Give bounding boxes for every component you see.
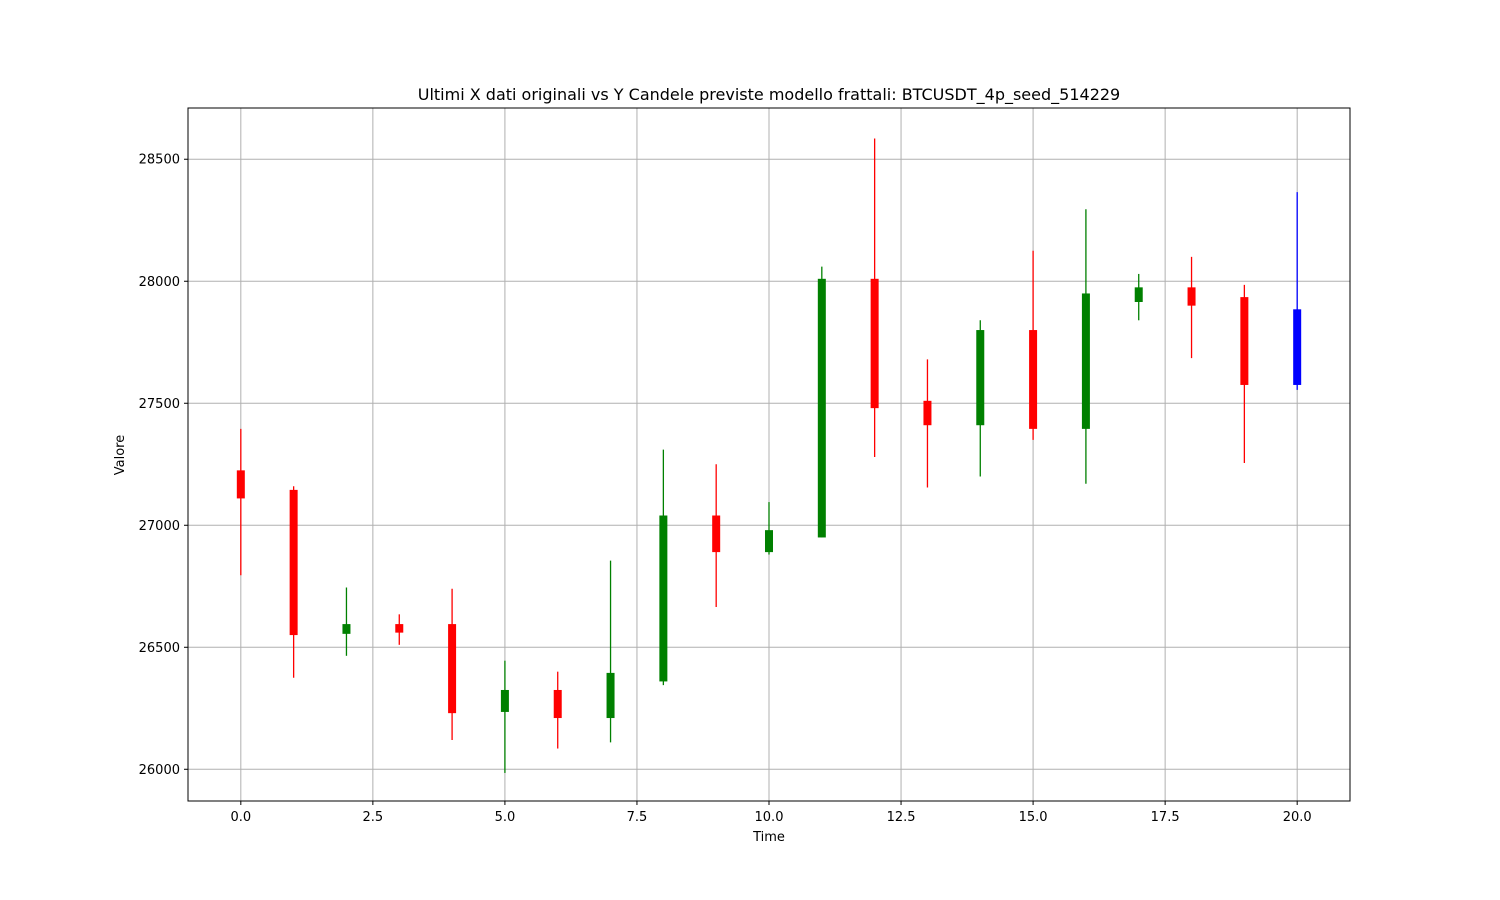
y-tick-label: 26000 (139, 763, 180, 778)
x-tick-label: 5.0 (495, 810, 516, 825)
candle-body (500, 689, 509, 712)
x-tick-label: 15.0 (1019, 810, 1048, 825)
x-axis-label: Time (752, 830, 785, 845)
candle-body (342, 624, 351, 634)
candles (236, 138, 1302, 773)
candle-body (395, 624, 404, 633)
candle-body (1081, 293, 1090, 429)
candle-body (923, 400, 932, 426)
y-tick-label: 26500 (139, 641, 180, 656)
candle-body (236, 470, 245, 499)
y-tick-label: 27500 (139, 397, 180, 412)
y-tick-label: 27000 (139, 519, 180, 534)
candle-body (1029, 330, 1038, 429)
candle-body (1187, 287, 1196, 306)
y-tick-label: 28000 (139, 275, 180, 290)
candle-body (1293, 309, 1302, 385)
candle-body (1134, 287, 1143, 302)
y-axis-ticks: 26000 26500 27000 27500 28000 28500 (139, 153, 188, 778)
x-tick-label: 20.0 (1283, 810, 1312, 825)
candle-body (606, 672, 615, 719)
x-tick-label: 17.5 (1151, 810, 1180, 825)
y-tick-label: 28500 (139, 153, 180, 168)
y-axis-label: Valore (113, 435, 128, 475)
candle-body (659, 515, 668, 682)
candle-body (870, 278, 879, 409)
candle-body (448, 624, 457, 714)
candle-body (712, 515, 721, 553)
candle-body (817, 278, 826, 538)
chart-title: Ultimi X dati originali vs Y Candele pre… (418, 85, 1120, 105)
candle-body (976, 330, 985, 426)
grid (188, 108, 1350, 801)
x-tick-label: 7.5 (627, 810, 648, 825)
x-tick-label: 0.0 (230, 810, 251, 825)
candle-body (289, 489, 298, 636)
candle-body (765, 530, 773, 553)
x-axis-ticks: 0.0 2.5 5.0 7.5 10.0 12.5 15.0 17.5 20.0 (230, 801, 1312, 825)
candle-body (553, 689, 562, 719)
candle-body (1240, 297, 1249, 385)
x-tick-label: 12.5 (887, 810, 916, 825)
x-tick-label: 10.0 (755, 810, 784, 825)
x-tick-label: 2.5 (363, 810, 384, 825)
